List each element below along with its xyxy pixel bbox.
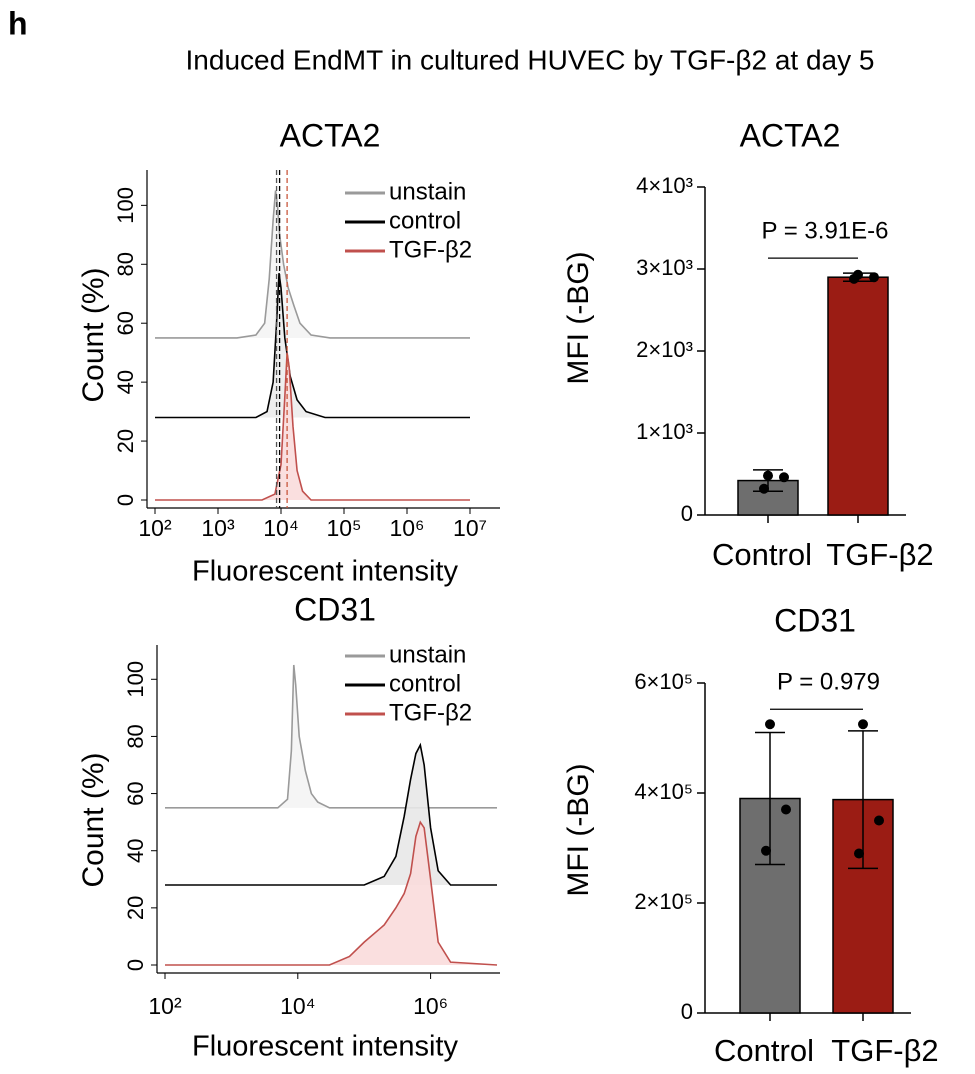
y-axis-title: Count (%) (77, 267, 110, 402)
x-tick-label: Control (714, 1033, 814, 1068)
data-point (779, 472, 789, 483)
x-tick-label: 10⁴ (263, 515, 298, 541)
data-point (854, 848, 864, 859)
x-tick-label: 10⁶ (389, 515, 424, 541)
y-tick-label: 6×10⁵ (634, 669, 693, 694)
data-point (869, 272, 879, 283)
y-tick-label: 20 (113, 429, 138, 453)
data-point (874, 815, 884, 826)
x-tick-label: TGF-β2 (826, 537, 933, 572)
legend-label: unstain (389, 178, 466, 205)
data-point (761, 845, 771, 856)
area-fill (165, 745, 497, 885)
density-line (165, 664, 497, 809)
y-tick-label: 60 (113, 311, 138, 335)
y-tick-label: 100 (123, 661, 148, 698)
error-bar (755, 731, 785, 866)
legend-label: control (389, 670, 461, 697)
x-tick-label: Control (712, 537, 812, 572)
y-axis-title: MFI (-BG) (562, 763, 595, 896)
y-tick-label: 0 (681, 501, 693, 526)
y-tick-label: 2×10⁵ (634, 889, 693, 914)
p-value: P = 3.91E-6 (762, 217, 889, 244)
chart-title: ACTA2 (740, 117, 841, 153)
chart-title: CD31 (294, 591, 376, 627)
bar (827, 276, 889, 516)
y-tick-label: 100 (113, 187, 138, 224)
y-tick-label: 0 (113, 494, 138, 506)
y-tick-label: 60 (123, 781, 148, 805)
x-tick-label: 10⁷ (453, 515, 487, 541)
density-line (155, 352, 470, 501)
data-point (781, 804, 791, 815)
x-tick-label: 10² (148, 993, 182, 1019)
area-fill (165, 822, 497, 965)
density-line (155, 190, 470, 339)
x-axis-title: Fluorescent intensity (192, 1031, 458, 1063)
y-axis-title: Count (%) (77, 752, 110, 887)
x-tick-label: 10² (138, 515, 172, 541)
y-axis-title: MFI (-BG) (562, 251, 595, 384)
y-tick-label: 80 (113, 252, 138, 276)
panel-label: h (8, 5, 28, 41)
x-axis-title: Fluorescent intensity (192, 556, 458, 588)
x-tick-label: 10³ (201, 515, 235, 541)
data-point (759, 483, 769, 494)
density-line (165, 742, 497, 886)
x-tick-label: 10⁵ (326, 515, 361, 541)
figure-title: Induced EndMT in cultured HUVEC by TGF-β… (186, 44, 875, 75)
density-line (165, 820, 498, 966)
y-tick-label: 4×10³ (636, 173, 693, 198)
area-fill (155, 273, 470, 418)
data-point (763, 470, 773, 481)
data-point (849, 273, 859, 284)
density-line (155, 273, 470, 419)
x-tick-label: TGF-β2 (831, 1033, 938, 1068)
p-value: P = 0.979 (777, 669, 880, 696)
x-tick-label: 10⁴ (280, 993, 315, 1019)
error-bar (848, 730, 878, 870)
chart-title: ACTA2 (280, 117, 381, 153)
data-point (765, 719, 775, 730)
legend-label: unstain (389, 641, 466, 668)
area-fill (155, 352, 470, 500)
y-tick-label: 20 (123, 896, 148, 920)
y-tick-label: 0 (681, 999, 693, 1024)
y-tick-label: 1×10³ (636, 419, 693, 444)
y-tick-label: 2×10³ (636, 337, 693, 362)
data-point (858, 719, 868, 730)
y-tick-label: 80 (123, 724, 148, 748)
y-tick-label: 40 (113, 370, 138, 394)
legend-label: control (389, 207, 461, 234)
y-tick-label: 3×10³ (636, 255, 693, 280)
y-tick-label: 40 (123, 838, 148, 862)
x-tick-label: 10⁶ (413, 993, 448, 1019)
legend-label: TGF-β2 (389, 236, 472, 263)
chart-title: CD31 (774, 602, 856, 638)
y-tick-label: 0 (123, 959, 148, 971)
legend-label: TGF-β2 (389, 699, 472, 726)
y-tick-label: 4×10⁵ (634, 779, 693, 804)
